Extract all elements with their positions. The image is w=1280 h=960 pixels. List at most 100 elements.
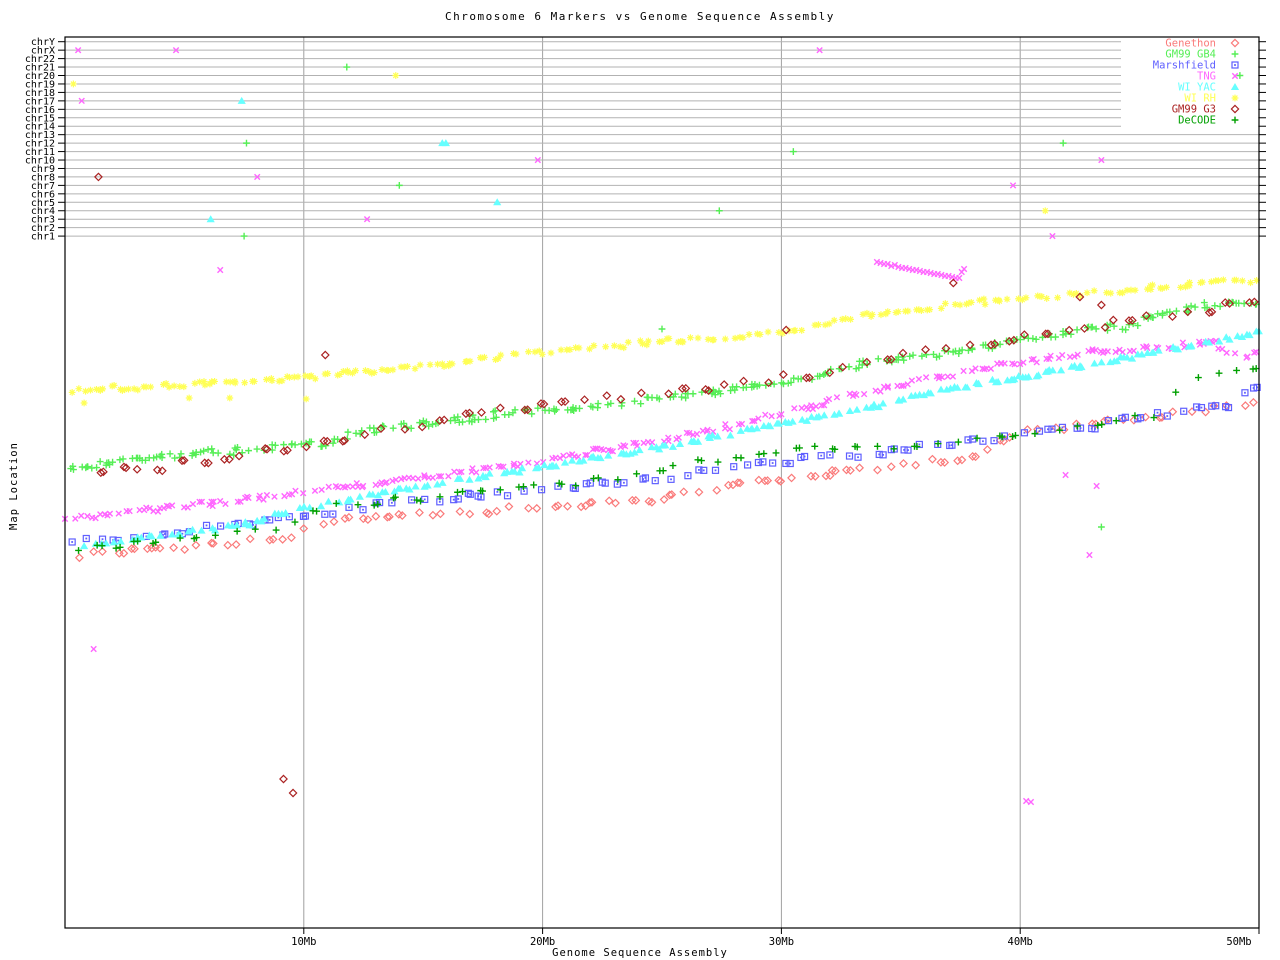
chromosome-label: chr3 [31, 215, 55, 226]
marker-point [556, 454, 564, 462]
marker-point [1168, 407, 1178, 417]
outlier-point [320, 350, 330, 360]
marker-point [491, 407, 499, 415]
marker-point [197, 448, 204, 456]
marker-point [726, 425, 734, 433]
marker-point [953, 383, 962, 391]
marker-point [339, 368, 347, 375]
marker-point [884, 384, 892, 391]
marker-point [147, 383, 155, 391]
marker-point [964, 436, 972, 444]
marker-point [884, 308, 892, 315]
marker-point [202, 521, 211, 529]
marker-point [163, 502, 171, 509]
marker-point [651, 477, 659, 485]
marker-point [954, 438, 962, 446]
marker-point [833, 394, 841, 401]
marker-point [439, 415, 449, 425]
marker-point [1215, 369, 1223, 377]
marker-point [547, 349, 555, 357]
marker-point [345, 503, 353, 511]
marker-point [332, 500, 340, 507]
marker-point [762, 411, 769, 418]
marker-point [1071, 353, 1078, 360]
marker-point [1211, 302, 1219, 310]
marker-point [497, 463, 505, 470]
marker-point [294, 373, 302, 381]
marker-point [397, 511, 407, 520]
marker-point [560, 397, 570, 406]
marker-point [265, 535, 275, 545]
marker-point [368, 490, 377, 498]
marker-point [1016, 336, 1024, 343]
marker-point [329, 510, 337, 518]
marker-point [908, 377, 916, 384]
marker-point [454, 488, 461, 496]
marker-point [926, 306, 934, 314]
chromosome-label: chr15 [25, 113, 55, 124]
marker-point [594, 400, 602, 407]
outlier-point [956, 274, 963, 282]
marker-point [392, 476, 400, 484]
marker-point [868, 311, 876, 318]
marker-point [322, 436, 332, 446]
marker-point [525, 459, 532, 466]
marker-point [193, 534, 200, 541]
marker-point [731, 334, 739, 342]
marker-point [1224, 403, 1233, 412]
marker-point [492, 506, 502, 516]
marker-point [1004, 336, 1014, 346]
marker-point [1216, 303, 1224, 310]
marker-point [147, 543, 157, 553]
marker-point [900, 382, 907, 389]
marker-point [1136, 414, 1145, 422]
legend-label: Marshfield [1153, 60, 1216, 72]
marker-point [77, 512, 85, 519]
marker-point [1155, 413, 1165, 423]
marker-point [551, 407, 559, 415]
marker-point [764, 328, 772, 336]
marker-point [874, 442, 881, 450]
marker-point [1180, 407, 1188, 415]
marker-point [631, 397, 638, 405]
marker-point [1009, 335, 1019, 345]
marker-point [1043, 295, 1051, 302]
marker-point [811, 442, 819, 450]
marker-point [899, 459, 908, 468]
marker-point [601, 479, 609, 487]
marker-point [796, 444, 803, 452]
marker-point [1187, 407, 1197, 417]
marker-point [480, 464, 487, 472]
marker-point [297, 440, 305, 448]
marker-point [873, 465, 882, 475]
marker-point [121, 386, 129, 394]
marker-point [1172, 388, 1180, 396]
chromosome-label: chr19 [25, 79, 55, 90]
marker-point [191, 379, 199, 387]
marker-point [937, 304, 945, 312]
marker-point [184, 504, 191, 511]
series-decode [75, 365, 1260, 554]
marker-point [845, 452, 854, 460]
marker-point [466, 490, 474, 498]
marker-point [557, 397, 566, 407]
marker-point [1149, 281, 1156, 289]
marker-point [536, 399, 546, 409]
marker-point [913, 443, 921, 450]
marker-point [1097, 358, 1106, 366]
marker-point [68, 388, 76, 396]
marker-point [904, 307, 912, 315]
marker-point [1012, 432, 1019, 439]
marker-point [324, 370, 332, 377]
marker-point [68, 538, 76, 546]
marker-point [878, 399, 888, 407]
outlier-point [1108, 315, 1118, 325]
marker-point [1077, 292, 1084, 300]
marker-point [695, 466, 703, 474]
marker-point [253, 445, 261, 453]
marker-point [226, 378, 234, 386]
outlier-point [90, 645, 97, 653]
marker-point [212, 531, 219, 539]
marker-point [1048, 425, 1056, 433]
marker-point [831, 445, 839, 453]
